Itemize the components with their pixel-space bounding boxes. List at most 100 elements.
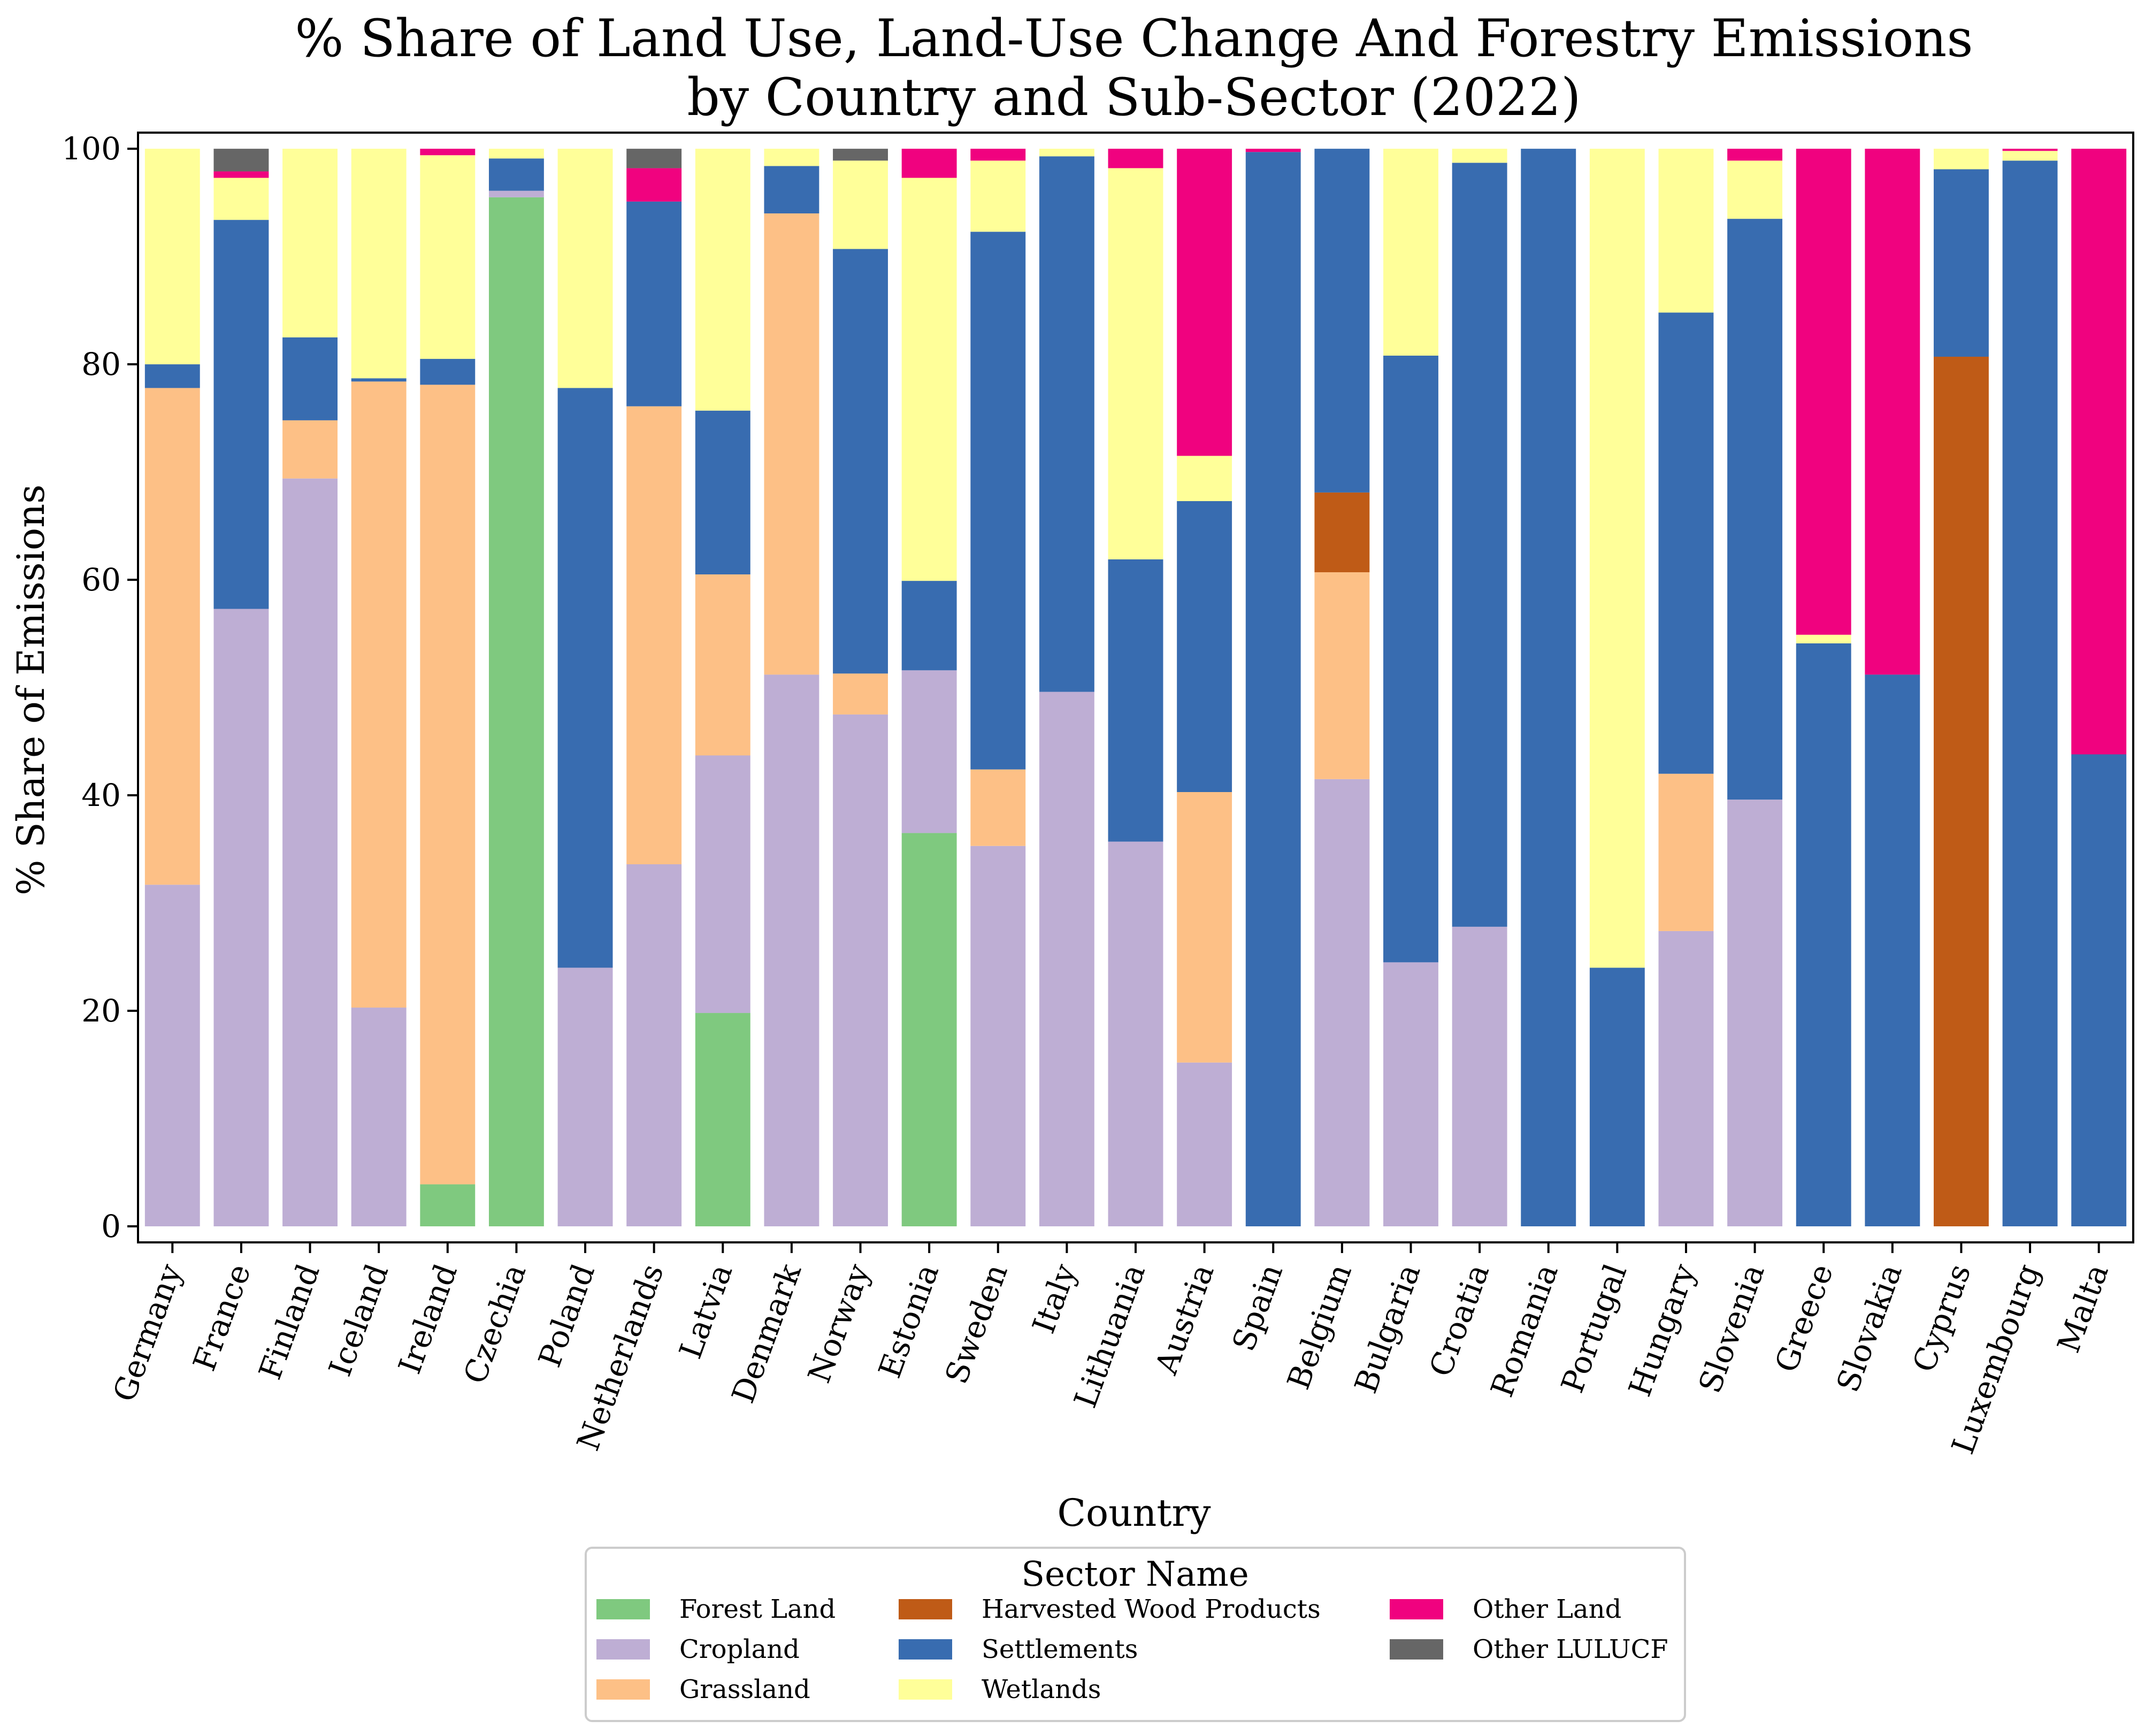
bar-iceland-settlements [351, 378, 407, 382]
bar-czechia-settlements [488, 158, 544, 191]
bar-belgium-settlements [1314, 149, 1370, 493]
bar-france-other-lulucf [213, 149, 269, 172]
bar-belgium-grassland [1314, 572, 1370, 779]
bar-romania-settlements [1521, 149, 1576, 1226]
bar-portugal-wetlands [1589, 149, 1645, 968]
bar-germany-settlements [144, 364, 200, 388]
bar-denmark-grassland [764, 213, 819, 675]
bar-iceland-wetlands [351, 149, 407, 379]
bar-croatia-wetlands [1452, 149, 1507, 163]
legend-label-harvested-wood-products: Harvested Wood Products [982, 1594, 1321, 1624]
y-axis: 0 20 40 60 80 100 [62, 130, 138, 1245]
legend-swatch-harvested-wood-products [899, 1599, 952, 1619]
bar-cyprus-wetlands [1934, 149, 1989, 170]
bar-austria-wetlands [1177, 456, 1232, 501]
bar-czechia-wetlands [488, 149, 544, 159]
bar-croatia-settlements [1452, 163, 1507, 927]
bar-austria-settlements [1177, 501, 1232, 793]
bar-estonia-settlements [901, 581, 957, 671]
bar-hungary-cropland [1658, 931, 1714, 1226]
bar-greece-other-land [1796, 149, 1851, 635]
bar-croatia-cropland [1452, 926, 1507, 1226]
bar-iceland-grassland [351, 381, 407, 1008]
bar-denmark-settlements [764, 166, 819, 214]
bar-finland-cropland [282, 478, 338, 1227]
x-axis-label: Country [1057, 1491, 1211, 1535]
bar-czechia-cropland [488, 190, 544, 197]
bar-greece-wetlands [1796, 634, 1851, 643]
bar-italy-wetlands [1039, 149, 1094, 157]
bar-luxembourg-settlements [2002, 160, 2058, 1226]
bar-norway-cropland [833, 714, 888, 1226]
bar-sweden-other-land [970, 149, 1026, 161]
legend-label-settlements: Settlements [982, 1634, 1138, 1664]
bar-belgium-harvested-wood-products [1314, 492, 1370, 572]
bar-germany-grassland [144, 388, 200, 885]
bar-sweden-wetlands [970, 160, 1026, 232]
y-tick-label: 60 [81, 562, 121, 598]
chart-title-line-2: by Country and Sub-Sector (2022) [687, 67, 1581, 127]
bar-latvia-settlements [695, 410, 750, 575]
legend-swatch-wetlands [899, 1679, 952, 1700]
legend-swatch-settlements [899, 1639, 952, 1660]
bar-malta-other-land [2071, 149, 2127, 755]
legend-swatch-cropland [596, 1639, 650, 1660]
bar-netherlands-cropland [626, 864, 682, 1226]
legend-box [585, 1547, 1686, 1722]
y-tick-label: 100 [62, 130, 121, 167]
bar-france-other-land [213, 171, 269, 178]
legend-title: Sector Name [1021, 1555, 1248, 1594]
bar-greece-settlements [1796, 643, 1851, 1226]
bar-netherlands-other-land [626, 168, 682, 202]
bar-slovenia-settlements [1727, 219, 1783, 800]
bar-iceland-cropland [351, 1007, 407, 1226]
bar-sweden-grassland [970, 769, 1026, 846]
bar-poland-cropland [557, 967, 613, 1226]
legend-swatch-other-land [1390, 1599, 1443, 1619]
bar-cyprus-harvested-wood-products [1934, 357, 1989, 1226]
bar-norway-wetlands [833, 160, 888, 249]
bar-lithuania-wetlands [1108, 168, 1163, 559]
bar-italy-cropland [1039, 692, 1094, 1226]
bar-norway-grassland [833, 673, 888, 715]
bar-slovenia-wetlands [1727, 160, 1783, 219]
bar-hungary-wetlands [1658, 149, 1714, 313]
bar-estonia-forest-land [901, 833, 957, 1226]
bar-slovenia-cropland [1727, 800, 1783, 1226]
bar-netherlands-other-lulucf [626, 149, 682, 168]
bar-france-cropland [213, 609, 269, 1226]
bar-italy-settlements [1039, 156, 1094, 692]
legend-swatch-other-lulucf [1390, 1639, 1443, 1660]
bar-belgium-cropland [1314, 779, 1370, 1226]
bar-hungary-grassland [1658, 773, 1714, 931]
bar-sweden-cropland [970, 846, 1026, 1226]
bar-estonia-cropland [901, 670, 957, 833]
legend-swatch-forest-land [596, 1599, 650, 1619]
bar-latvia-wetlands [695, 149, 750, 411]
bar-poland-wetlands [557, 149, 613, 388]
bar-lithuania-other-land [1108, 149, 1163, 168]
legend-entries: Forest Land Cropland Grassland Harvested Wo… [596, 1594, 1668, 1704]
bar-luxembourg-other-land [2002, 149, 2058, 151]
y-tick-label: 40 [81, 777, 121, 813]
bar-germany-cropland [144, 885, 200, 1226]
bar-spain-settlements [1245, 152, 1301, 1227]
bar-estonia-other-land [901, 149, 957, 178]
bar-portugal-settlements [1589, 967, 1645, 1226]
bar-finland-settlements [282, 337, 338, 420]
bar-ireland-grassland [420, 385, 476, 1185]
bar-ireland-forest-land [420, 1184, 476, 1226]
bar-latvia-cropland [695, 755, 750, 1013]
bar-slovenia-other-land [1727, 149, 1783, 161]
bar-slovakia-settlements [1865, 674, 1920, 1226]
bar-latvia-forest-land [695, 1013, 750, 1226]
bar-austria-other-land [1177, 149, 1232, 456]
bar-hungary-settlements [1658, 312, 1714, 774]
bar-norway-settlements [833, 249, 888, 674]
bar-finland-grassland [282, 420, 338, 479]
bar-bulgaria-settlements [1383, 356, 1438, 963]
legend: Sector Name Forest Land Cropland Grassland… [585, 1547, 1686, 1722]
bar-luxembourg-wetlands [2002, 151, 2058, 161]
bar-cyprus-settlements [1934, 169, 1989, 357]
bar-slovakia-other-land [1865, 149, 1920, 675]
